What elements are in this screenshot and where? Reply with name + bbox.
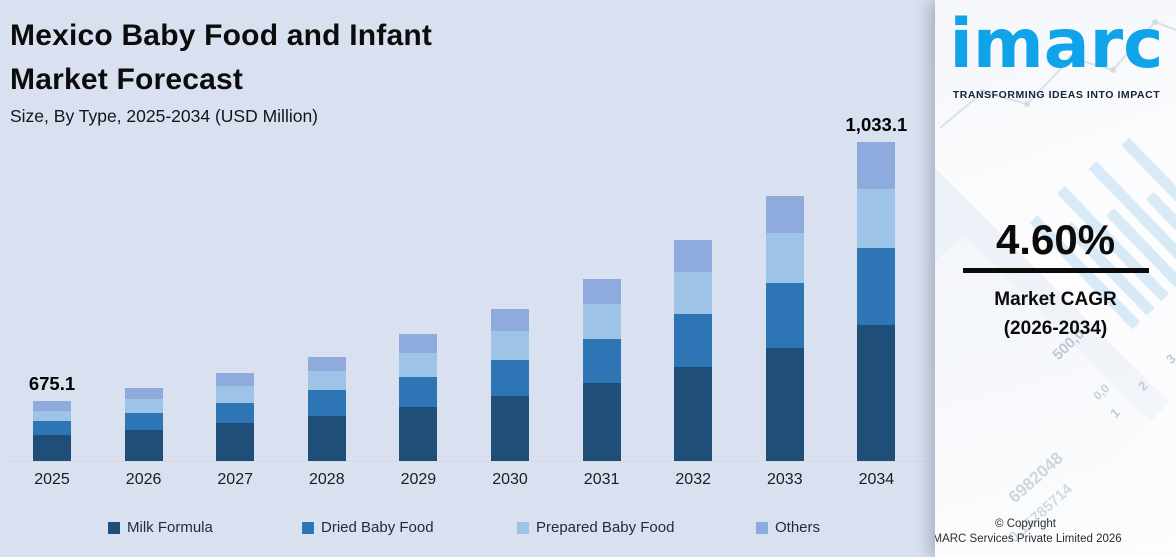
bar-2034-segment-dried-baby-food [857,248,896,325]
copyright-block: © Copyright IMARC Services Private Limit… [935,517,1176,547]
bar-2028-segment-dried-baby-food [307,390,346,416]
bar-2032-segment-others [674,240,713,272]
x-axis-label-2031: 2031 [583,471,620,488]
bar-2032-segment-milk-formula [674,367,713,461]
bar-2028-segment-milk-formula [307,416,346,461]
x-axis-label-2034: 2034 [858,471,895,488]
chart-area: Mexico Baby Food and Infant Market Forec… [0,14,935,545]
bar-2033-segment-milk-formula [765,348,804,461]
copyright-company: IMARC Services Private Limited 2026 [935,533,1122,545]
bar-2028-segment-others [307,357,346,371]
legend: Milk Formula Dried Baby Food Prepared Baby… [0,519,935,545]
x-axis-line [6,461,927,463]
bar-2029-segment-milk-formula [399,407,438,461]
legend-item-prepared-baby-food: Prepared Baby Food [517,519,674,536]
legend-swatch-icon [108,521,120,534]
watermark-number: 6982048 [1004,448,1067,507]
bar-2030-segment-others [491,309,529,331]
bar-2027 [216,373,255,461]
branding-panel: 500,0 0,0 1 2 3 4 6982048 0.15785714 ima… [935,0,1176,557]
bar-2031 [582,279,621,461]
title-block: Mexico Baby Food and Infant Market Forec… [10,14,570,127]
bar-2030-segment-milk-formula [491,396,529,461]
legend-item-dried-baby-food: Dried Baby Food [302,519,434,536]
bar-2034 [857,142,896,461]
bar-2033-segment-prepared-baby-food [765,233,804,283]
bar-2034-segment-prepared-baby-food [857,189,896,248]
legend-label: Prepared Baby Food [536,519,675,536]
bar-2025-segment-prepared-baby-food [33,411,71,421]
x-axis-label-2025: 2025 [34,471,70,488]
x-axis-label-2032: 2032 [675,471,711,488]
cagr-label: Market CAGR [994,289,1117,310]
bar-2026 [124,388,163,461]
bar-2030-segment-dried-baby-food [491,360,529,396]
page-title-line-2: Market Forecast [10,63,244,96]
legend-swatch-icon [517,521,529,534]
x-axis-label-2030: 2030 [492,471,528,488]
bar-2029-segment-prepared-baby-food [399,353,438,377]
bar-2026-segment-prepared-baby-food [124,399,163,413]
cagr-block: 4.60% Market CAGR (2026-2034) [935,218,1176,343]
bar-2032-segment-dried-baby-food [674,314,713,367]
imarc-logo-text: imarc [949,5,1164,84]
legend-swatch-icon [302,521,314,534]
bar-2028-segment-prepared-baby-food [307,371,346,390]
x-axis-label-2033: 2033 [767,471,803,488]
bar-2029-segment-dried-baby-food [399,377,438,407]
bar-2025-segment-others [33,401,71,411]
bar-2025 [33,401,71,461]
bar-2027-segment-dried-baby-food [216,403,255,423]
value-label-2034: 1,033.1 [845,114,908,135]
bar-2025-segment-milk-formula [33,435,71,461]
bar-2026-segment-milk-formula [124,430,163,461]
legend-item-others: Others [756,519,820,536]
bar-2030 [491,309,529,461]
bar-2033-segment-dried-baby-food [765,283,804,348]
x-axis-label-2027: 2027 [217,471,253,488]
imarc-logo-tagline: TRANSFORMING IDEAS INTO IMPACT [952,89,1161,101]
x-axis-label-2029: 2029 [400,471,437,488]
bar-2031-segment-others [582,279,621,304]
cagr-value: 4.60% [995,216,1116,263]
bar-2027-segment-prepared-baby-food [216,386,255,403]
bar-2032 [674,240,713,461]
value-label-2025: 675.1 [28,373,76,394]
bar-2034-segment-milk-formula [857,325,896,461]
bar-2029-segment-others [399,334,438,353]
bar-2028 [307,357,346,461]
page-title-line-1: Mexico Baby Food and Infant [10,19,433,52]
bar-2033-segment-others [765,196,804,233]
watermark-number: 0,0 [1090,381,1113,403]
bar-2027-segment-others [216,373,255,386]
bar-2025-segment-dried-baby-food [33,421,71,435]
imarc-logo: imarc TRANSFORMING IDEAS INTO IMPACT [943,2,1170,101]
bar-2031-segment-dried-baby-food [582,339,621,383]
chart-subtitle: Size, By Type, 2025-2034 (USD Million) [10,106,319,126]
legend-label: Milk Formula [127,519,213,536]
x-axis-label-2026: 2026 [125,471,162,488]
x-axis-label-2028: 2028 [309,471,345,488]
legend-swatch-icon [756,521,768,534]
legend-label: Dried Baby Food [321,519,434,536]
bar-2032-segment-prepared-baby-food [674,272,713,314]
cagr-period: (2026-2034) [1003,318,1108,339]
bar-2033 [765,196,804,461]
bar-2026-segment-others [124,388,163,399]
bar-2027-segment-milk-formula [216,423,255,461]
legend-item-milk-formula: Milk Formula [108,519,213,536]
bar-2034-segment-others [857,142,896,189]
bar-2031-segment-prepared-baby-food [582,304,621,339]
cagr-underline [962,268,1149,273]
bar-2026-segment-dried-baby-food [124,413,163,430]
plot-area: 2025 675.1 2026 2027 2028 2029 2030 2031 2032 203… [6,114,927,488]
legend-label: Others [775,519,821,536]
copyright-label: © Copyright [995,518,1056,530]
bar-2030-segment-prepared-baby-food [491,331,529,360]
bar-2031-segment-milk-formula [582,383,621,461]
bar-2029 [399,334,438,461]
